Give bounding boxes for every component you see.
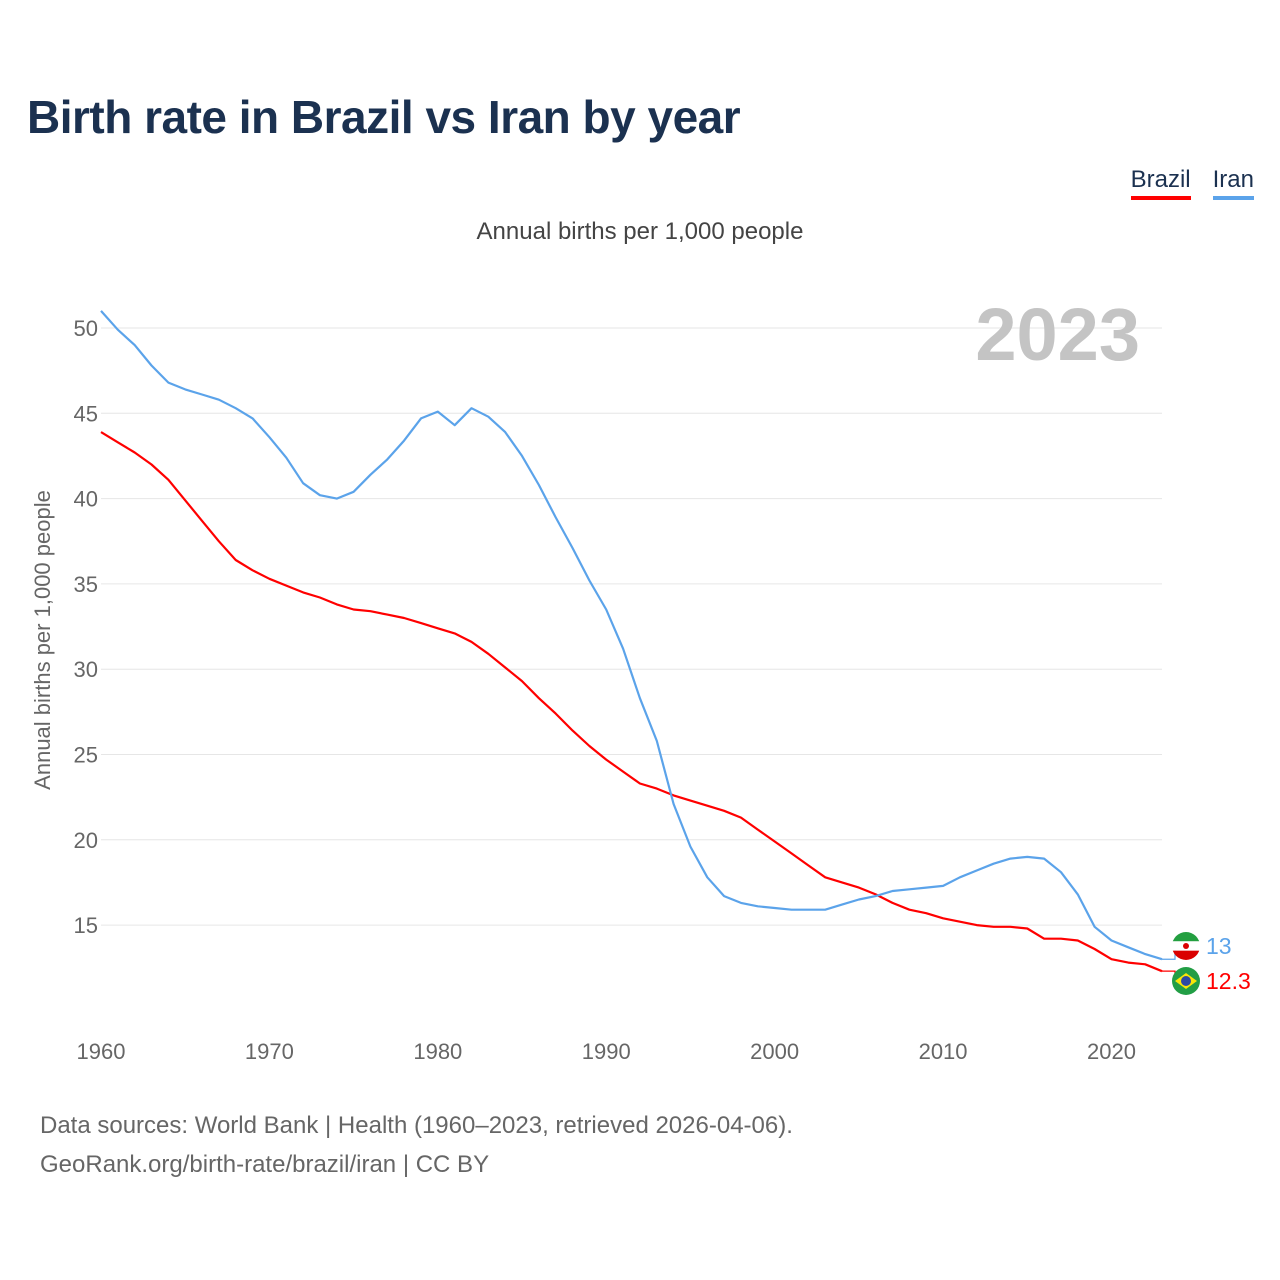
attribution-link[interactable]: GeoRank.org/birth-rate/brazil/iran | CC … [40, 1151, 490, 1178]
brazil-flag-icon [1172, 967, 1200, 995]
x-tick-label: 2010 [919, 1039, 968, 1064]
y-axis-label: Annual births per 1,000 people [30, 490, 55, 790]
y-tick-label: 20 [74, 828, 98, 853]
year-watermark: 2023 [975, 293, 1140, 376]
end-value-iran: 13 [1206, 933, 1232, 959]
x-tick-label: 1980 [413, 1039, 462, 1064]
series-line-iran [100, 310, 1163, 961]
legend-iran[interactable]: Iran [1212, 166, 1254, 200]
iran-flag-icon [1172, 932, 1200, 960]
footer: Data sources: World Bank | Health (1960–… [40, 1106, 793, 1184]
y-tick-label: 35 [74, 572, 98, 597]
x-tick-label: 1970 [245, 1039, 294, 1064]
y-tick-label: 45 [74, 401, 98, 426]
x-tick-label: 1960 [77, 1039, 126, 1064]
source-text: Data sources: World Bank | Health (1960–… [40, 1112, 793, 1139]
series-line-brazil [100, 431, 1163, 973]
y-tick-label: 40 [74, 487, 98, 512]
end-value-brazil: 12.3 [1206, 968, 1251, 994]
y-tick-label: 15 [74, 913, 98, 938]
x-tick-label: 2000 [750, 1039, 799, 1064]
y-tick-label: 25 [74, 743, 98, 768]
y-tick-label: 30 [74, 657, 98, 682]
legend: Brazil Iran [1130, 166, 1254, 200]
x-tick-label: 1990 [582, 1039, 631, 1064]
legend-brazil[interactable]: Brazil [1130, 166, 1191, 200]
y-tick-label: 50 [74, 316, 98, 341]
page-title: Birth rate in Brazil vs Iran by year [27, 91, 741, 143]
x-tick-label: 2020 [1087, 1039, 1136, 1064]
chart-subtitle: Annual births per 1,000 people [476, 218, 804, 245]
